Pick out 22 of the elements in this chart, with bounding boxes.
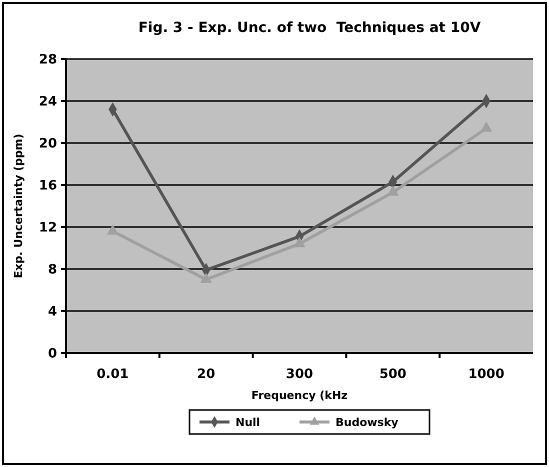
y-tick-label: 8 — [48, 262, 57, 278]
y-tick-label: 0 — [48, 346, 57, 362]
y-tick-label: 4 — [48, 304, 57, 320]
chart-title: Fig. 3 - Exp. Unc. of two Techniques at 10V — [138, 20, 481, 36]
x-tick-label: 1000 — [468, 367, 504, 382]
point — [294, 237, 306, 248]
x-tick-label: 20 — [197, 367, 216, 382]
y-tick-label: 24 — [38, 94, 57, 110]
y-tick-label: 20 — [38, 136, 57, 152]
y-axis-title: Exp. Uncertainty (ppm) — [12, 134, 25, 278]
point — [387, 186, 399, 196]
y-tick-label: 12 — [38, 220, 57, 236]
y-tick-label: 16 — [38, 178, 57, 194]
point — [480, 122, 492, 132]
x-tick-label: 0.01 — [96, 367, 129, 382]
legend-label: Budowsky — [336, 416, 398, 429]
legend-label: Null — [236, 416, 260, 429]
x-axis-title: Frequency (kHz — [251, 389, 348, 402]
point — [200, 272, 212, 283]
x-tick-label: 500 — [379, 367, 406, 382]
y-tick-label: 28 — [38, 52, 57, 68]
x-tick-label: 300 — [286, 367, 314, 382]
